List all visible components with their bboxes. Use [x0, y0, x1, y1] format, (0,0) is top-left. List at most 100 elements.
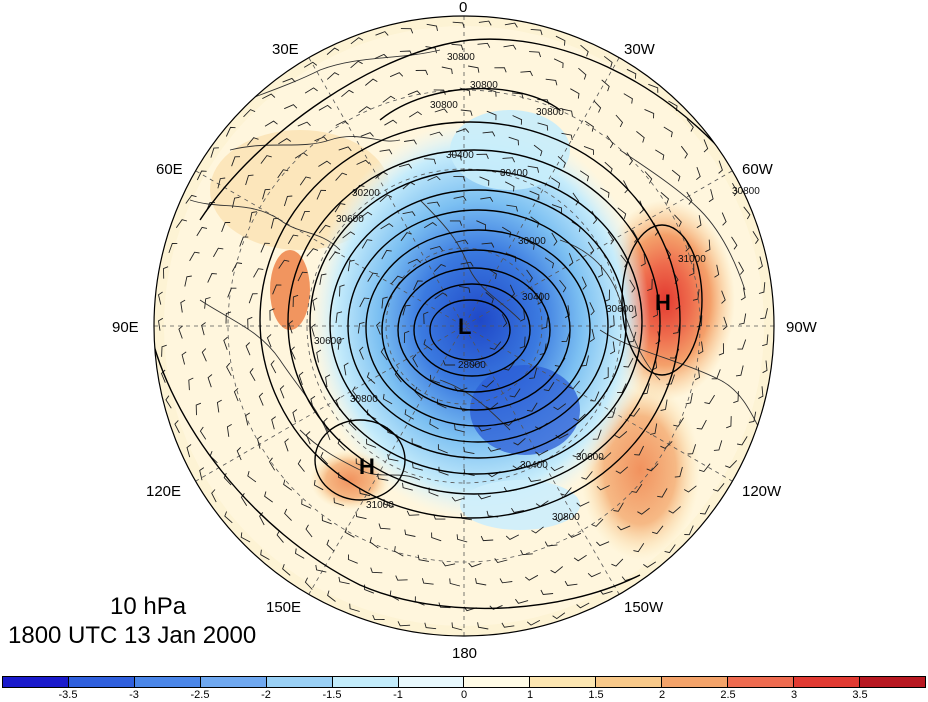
- wind-barb: [436, 398, 447, 409]
- wind-barb: [231, 156, 241, 167]
- wind-barb: [596, 485, 610, 491]
- wind-barb: [503, 44, 517, 50]
- wind-barb: [438, 466, 449, 476]
- wind-barb: [231, 196, 240, 208]
- lon-label-60e: 60E: [156, 161, 183, 178]
- lon-label-0: 0: [459, 0, 467, 16]
- wind-barb: [199, 467, 205, 481]
- wind-barb: [178, 325, 183, 339]
- wind-barb: [708, 189, 714, 203]
- colorbar-swatch: [794, 677, 860, 687]
- wind-barb: [339, 284, 345, 297]
- wind-barb: [698, 341, 704, 355]
- wind-barb: [476, 153, 489, 159]
- wind-barb: [733, 391, 739, 404]
- wind-barb: [283, 195, 293, 207]
- wind-barb: [157, 291, 163, 305]
- wind-barb: [525, 239, 535, 250]
- wind-barb: [540, 589, 554, 595]
- wind-barb: [604, 289, 610, 302]
- wind-barb: [424, 158, 437, 165]
- wind-barb: [449, 578, 461, 587]
- wind-barb: [600, 187, 610, 198]
- wind-barb: [760, 308, 768, 320]
- colorbar-swatch: [596, 677, 663, 687]
- wind-barb: [441, 66, 453, 75]
- colorbar-swatch: [859, 677, 925, 687]
- wind-barb: [297, 459, 305, 472]
- wind-barb: [530, 216, 540, 228]
- wind-barb: [489, 341, 502, 350]
- contour-label: 30800: [536, 107, 564, 118]
- wind-barb: [644, 108, 655, 119]
- wind-barb: [494, 558, 508, 564]
- wind-barb: [245, 342, 251, 356]
- wind-barb: [642, 383, 650, 395]
- wind-barb: [223, 473, 232, 486]
- wind-barb: [426, 23, 438, 31]
- wind-barb: [271, 416, 276, 430]
- wind-barb: [256, 435, 262, 449]
- wind-barb: [180, 299, 186, 313]
- wind-barb: [545, 78, 558, 86]
- wind-barb: [541, 317, 549, 330]
- wind-barb: [469, 361, 483, 367]
- wind-barb: [223, 336, 228, 350]
- wind-barb: [384, 119, 398, 126]
- wind-barb: [201, 322, 206, 336]
- contour-label: 30800: [350, 394, 378, 405]
- wind-barb: [655, 149, 665, 161]
- wind-barb: [231, 262, 243, 272]
- lon-label-150w: 150W: [624, 599, 664, 616]
- wind-barb: [713, 440, 723, 451]
- wind-barb: [606, 135, 614, 149]
- wind-barb: [494, 67, 507, 73]
- wind-barb: [593, 100, 602, 113]
- wind-barb: [312, 297, 318, 311]
- wind-barb: [433, 89, 446, 95]
- colorbar-tick: -1.5: [322, 689, 342, 701]
- wind-barb: [468, 65, 480, 73]
- wind-barb: [544, 541, 558, 547]
- wind-barb: [400, 28, 414, 34]
- wind-barb: [613, 502, 624, 512]
- wind-barb: [603, 367, 609, 380]
- wind-barb: [366, 372, 376, 384]
- wind-barb: [184, 275, 192, 287]
- colorbar-swatch: [266, 677, 333, 687]
- wind-barb: [506, 204, 518, 212]
- wind-barb: [758, 282, 766, 294]
- wind-barb: [737, 436, 748, 446]
- wind-barb: [382, 393, 393, 405]
- wind-barb: [402, 482, 413, 491]
- wind-barb: [584, 120, 594, 132]
- wind-barb: [718, 343, 724, 356]
- wind-barb: [345, 527, 355, 538]
- wind-barb: [376, 321, 381, 335]
- lon-label-180: 180: [452, 645, 477, 662]
- colorbar-tick: -2: [261, 689, 271, 701]
- lon-label-120e: 120E: [146, 483, 181, 500]
- wind-barb: [477, 622, 489, 630]
- high-center-label-pacific: H: [359, 454, 375, 479]
- wind-barb: [352, 386, 360, 400]
- wind-barb: [597, 264, 603, 278]
- wind-barb: [247, 316, 253, 330]
- wind-barb: [233, 387, 239, 402]
- wind-barb: [579, 170, 590, 182]
- wind-barb: [685, 393, 693, 405]
- wind-barb: [213, 247, 224, 258]
- wind-barb: [686, 191, 693, 205]
- wind-barb: [580, 44, 589, 57]
- wind-barb: [245, 412, 251, 426]
- wind-barb: [403, 330, 410, 344]
- contour-label: 30000: [518, 236, 546, 247]
- wind-barb: [650, 423, 658, 435]
- wind-barb: [528, 476, 541, 482]
- wind-barb: [651, 525, 664, 535]
- wind-barb: [456, 534, 468, 543]
- wind-barb: [429, 245, 443, 251]
- wind-barb: [576, 501, 590, 507]
- wind-barb: [316, 189, 327, 200]
- wind-barb: [253, 268, 264, 278]
